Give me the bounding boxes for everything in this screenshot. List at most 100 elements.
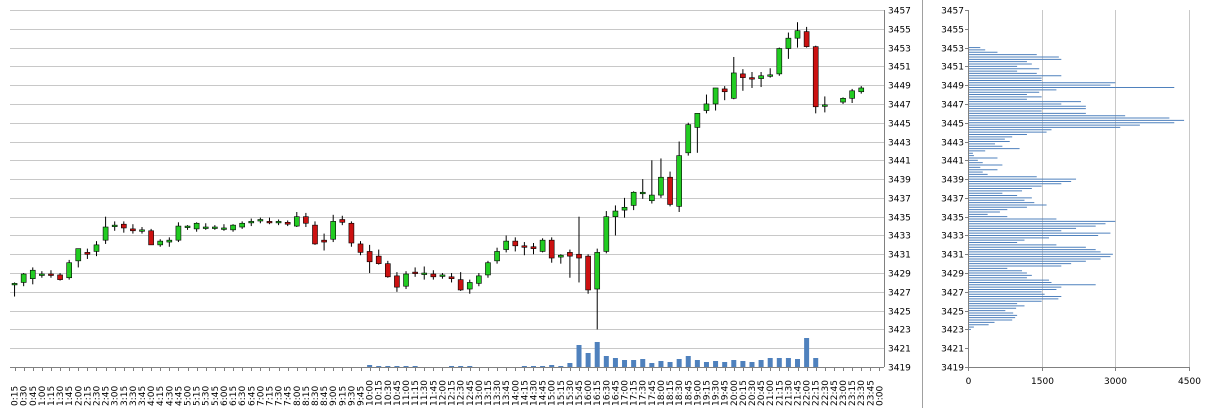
y-tick-label: 3429 (888, 270, 911, 280)
candle-body (366, 251, 373, 263)
volume-bar (412, 366, 418, 367)
x-tick-label: 8:00 (293, 386, 303, 406)
volume-bar (549, 365, 555, 367)
candle-body (794, 30, 801, 39)
x-tick-label: 17:30 (639, 380, 649, 406)
candle-body (767, 74, 774, 77)
volume-bar (813, 358, 819, 367)
profile-y-tick-label: 3419 (941, 364, 964, 374)
x-tick-label: 6:00 (220, 386, 230, 406)
volume-bar (640, 359, 646, 367)
candle-body (93, 244, 100, 252)
profile-y-tick-label: 3421 (941, 345, 964, 355)
candle-body (430, 273, 437, 278)
candle-body (785, 37, 792, 49)
volume-bar (685, 356, 691, 367)
volume-bar (676, 359, 682, 367)
candle-body (539, 239, 546, 252)
volume-bar (521, 366, 527, 367)
x-tick-label: 23:00 (839, 380, 849, 406)
y-tick-label: 3435 (888, 214, 911, 224)
x-tick-label: 10:45 (393, 380, 403, 406)
volume-bar (731, 360, 737, 367)
x-tick-label: 22:15 (812, 380, 822, 406)
candle-body (476, 275, 482, 284)
candle-body (385, 263, 391, 278)
candle-body (29, 269, 36, 279)
candle-body (120, 223, 127, 229)
volume-bar (804, 338, 810, 367)
candle-body (257, 219, 264, 222)
x-tick-label: 19:30 (712, 380, 722, 406)
x-tick-label: 10:15 (375, 380, 385, 406)
x-tick-label: 14:30 (529, 380, 539, 406)
profile-y-tick-label: 3429 (941, 270, 964, 280)
volume-bar (458, 366, 464, 367)
volume-bar (758, 360, 764, 367)
x-tick-label: 2:15 (83, 386, 93, 406)
x-tick-label: 1:30 (56, 386, 66, 406)
x-tick-label: 13:30 (493, 380, 503, 406)
x-tick-label: 19:15 (702, 380, 712, 406)
candle-body (102, 226, 109, 241)
volume-bar (403, 366, 409, 367)
candle-body (202, 226, 209, 229)
x-tick-label: 12:30 (457, 380, 467, 406)
x-tick-label: 12:00 (438, 380, 448, 406)
x-tick-label: 5:30 (202, 386, 212, 406)
y-tick-label: 3421 (888, 345, 911, 355)
candle-body (803, 31, 810, 47)
candle-body (840, 98, 846, 103)
x-tick-label: 16:45 (611, 380, 621, 406)
profile-x-tick-label: 0 (966, 377, 972, 387)
volume-bar (594, 342, 600, 367)
y-tick-label: 3439 (888, 176, 911, 186)
x-tick-label: 15:15 (557, 380, 567, 406)
x-tick-label: 7:30 (275, 386, 285, 406)
x-tick-label: 5:15 (193, 386, 203, 406)
candle-body (57, 274, 63, 280)
candle-body (375, 255, 382, 264)
volume-bar (367, 365, 373, 367)
candle-body (548, 239, 555, 259)
profile-y-tick-label: 3457 (941, 7, 964, 17)
y-tick-label: 3419 (888, 364, 911, 374)
candle-body (357, 243, 364, 253)
candle-body (485, 262, 491, 276)
candle-body (567, 252, 573, 257)
x-tick-label: 11:30 (420, 380, 430, 406)
x-tick-label: 10:00 (366, 380, 376, 406)
candle-body (139, 229, 145, 232)
volume-bar (667, 362, 673, 367)
x-tick-label: 7:45 (284, 386, 294, 406)
candle-body (266, 221, 273, 224)
x-tick-label: 18:30 (675, 380, 685, 406)
x-tick-label: 9:45 (357, 386, 367, 406)
x-tick-label: 13:00 (475, 380, 485, 406)
x-tick-label: 2:00 (74, 386, 84, 406)
candle-body (494, 251, 500, 262)
candle-body (721, 88, 728, 93)
candle-body (230, 224, 236, 231)
x-tick-label: 22:00 (803, 380, 813, 406)
x-tick-label: 6:15 (229, 386, 239, 406)
volume-bar (385, 366, 391, 367)
candle-body (403, 273, 409, 287)
y-tick-label: 3423 (888, 326, 911, 336)
x-tick-label: 23:30 (857, 380, 867, 406)
x-tick-label: 20:45 (757, 380, 767, 406)
x-tick-label: 11:15 (411, 380, 421, 406)
x-tick-label: 3:30 (129, 386, 139, 406)
candle-body (630, 191, 637, 206)
volume-bar (649, 363, 655, 367)
candle-body (530, 246, 537, 249)
y-tick-label: 3449 (888, 82, 911, 92)
profile-y-tick-label: 3455 (941, 26, 964, 36)
x-tick-label: 16:15 (593, 380, 603, 406)
candle-body (612, 210, 619, 217)
x-tick-label: 21:45 (794, 380, 804, 406)
x-tick-label: 22:30 (821, 380, 831, 406)
x-tick-label: 1:15 (47, 386, 57, 406)
x-tick-label: 3:00 (111, 386, 121, 406)
x-tick-label: 22:45 (830, 380, 840, 406)
